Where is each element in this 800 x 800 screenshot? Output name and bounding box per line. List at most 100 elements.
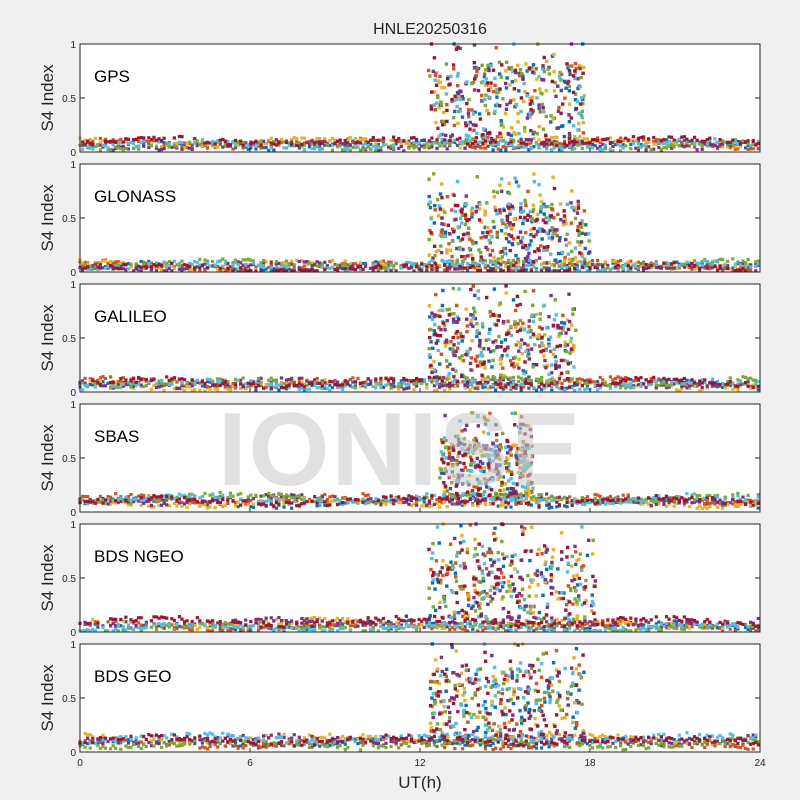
data-point bbox=[634, 375, 638, 380]
data-point bbox=[478, 259, 482, 263]
data-point bbox=[746, 384, 750, 388]
data-point bbox=[328, 260, 332, 264]
data-point bbox=[550, 208, 555, 212]
data-point bbox=[528, 111, 532, 115]
data-point bbox=[524, 203, 528, 208]
data-point bbox=[621, 146, 625, 150]
data-point bbox=[80, 261, 85, 265]
data-point bbox=[501, 97, 505, 101]
data-point bbox=[514, 383, 518, 387]
data-point bbox=[469, 313, 473, 317]
data-point bbox=[318, 136, 322, 141]
data-point bbox=[495, 88, 500, 93]
data-point bbox=[402, 263, 406, 268]
data-point bbox=[208, 264, 212, 268]
data-point bbox=[577, 121, 581, 126]
data-point bbox=[295, 140, 299, 144]
data-point bbox=[213, 263, 217, 267]
data-point bbox=[503, 111, 508, 116]
data-point bbox=[446, 448, 451, 452]
data-point bbox=[508, 248, 512, 253]
data-point bbox=[450, 380, 454, 384]
data-point bbox=[264, 267, 268, 271]
data-point bbox=[103, 144, 108, 148]
data-point bbox=[114, 385, 118, 389]
data-point bbox=[526, 112, 531, 117]
data-point bbox=[129, 377, 133, 381]
data-point bbox=[508, 223, 512, 228]
data-point bbox=[374, 148, 378, 152]
data-point bbox=[389, 146, 393, 151]
data-point bbox=[348, 135, 352, 140]
data-point bbox=[574, 66, 578, 71]
data-point bbox=[467, 98, 471, 102]
data-point bbox=[743, 146, 748, 150]
data-point bbox=[662, 146, 666, 150]
data-point bbox=[491, 68, 496, 72]
data-point bbox=[165, 261, 169, 265]
data-point bbox=[427, 346, 431, 351]
data-point bbox=[302, 495, 306, 500]
data-point bbox=[180, 147, 184, 151]
data-point bbox=[320, 141, 324, 145]
data-point bbox=[654, 386, 658, 390]
data-point bbox=[698, 389, 702, 393]
data-point bbox=[570, 147, 574, 151]
data-point bbox=[98, 266, 102, 270]
data-point bbox=[448, 248, 453, 252]
data-point bbox=[525, 92, 530, 96]
data-point bbox=[433, 332, 438, 336]
data-point bbox=[590, 146, 595, 150]
data-point bbox=[343, 146, 347, 150]
data-point bbox=[397, 497, 401, 501]
data-point bbox=[297, 382, 301, 386]
data-point bbox=[564, 221, 568, 226]
data-point bbox=[708, 264, 712, 268]
data-point bbox=[452, 374, 456, 379]
data-point bbox=[449, 442, 454, 446]
data-point bbox=[728, 379, 732, 384]
data-point bbox=[272, 148, 276, 152]
data-point bbox=[116, 379, 120, 384]
data-point bbox=[530, 453, 535, 458]
data-point bbox=[700, 263, 704, 268]
data-point bbox=[487, 238, 491, 243]
data-point bbox=[529, 99, 534, 103]
data-point bbox=[160, 381, 164, 385]
data-point bbox=[106, 261, 110, 265]
data-point bbox=[710, 377, 714, 381]
data-point bbox=[226, 379, 230, 384]
data-point bbox=[517, 146, 521, 150]
data-point bbox=[578, 63, 582, 68]
data-point bbox=[576, 240, 580, 244]
data-point bbox=[353, 141, 357, 145]
data-point bbox=[522, 126, 527, 130]
data-point bbox=[185, 267, 189, 271]
data-point bbox=[83, 263, 87, 267]
data-point bbox=[131, 384, 136, 388]
data-point bbox=[479, 220, 483, 224]
data-point bbox=[596, 136, 600, 140]
data-point bbox=[749, 145, 753, 149]
data-point bbox=[198, 388, 202, 392]
data-point bbox=[287, 378, 291, 382]
data-point bbox=[351, 267, 355, 271]
data-point bbox=[453, 140, 457, 144]
data-point bbox=[213, 140, 217, 144]
data-point bbox=[529, 269, 533, 273]
data-point bbox=[83, 260, 87, 264]
data-point bbox=[328, 500, 332, 504]
data-point bbox=[282, 505, 286, 509]
data-point bbox=[736, 260, 740, 264]
data-point bbox=[690, 380, 694, 385]
data-point bbox=[505, 76, 509, 80]
data-point bbox=[566, 377, 570, 381]
data-point bbox=[664, 261, 669, 265]
data-point bbox=[244, 141, 248, 145]
data-point bbox=[692, 142, 697, 146]
data-point bbox=[575, 211, 580, 215]
data-point bbox=[471, 501, 475, 506]
data-point bbox=[626, 264, 630, 268]
data-point bbox=[152, 265, 156, 269]
data-point bbox=[488, 260, 493, 264]
